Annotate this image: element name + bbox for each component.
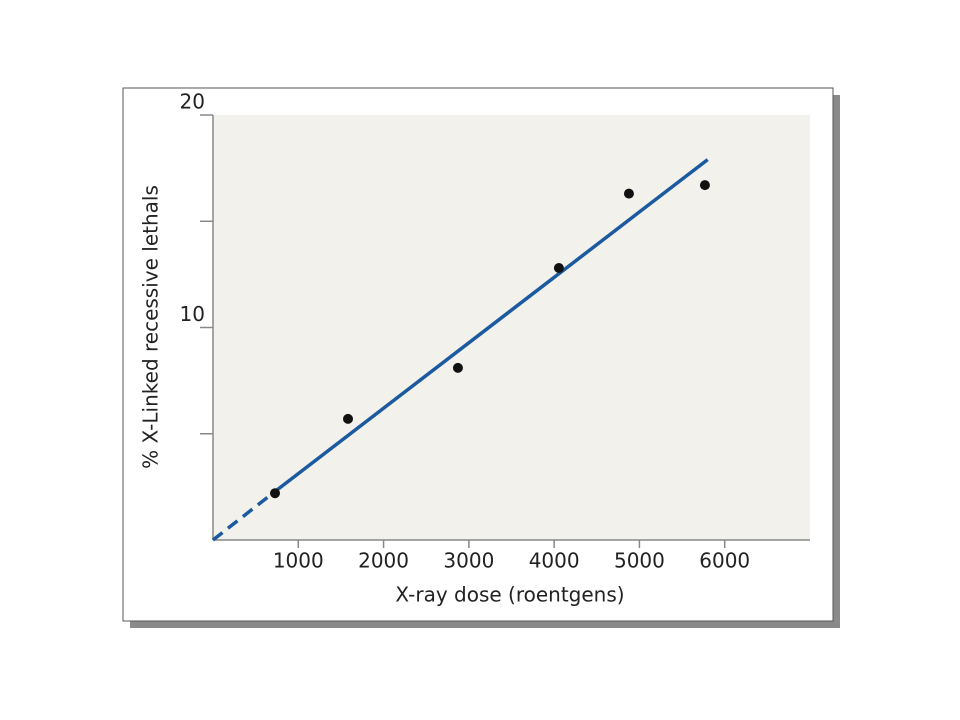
x-tick-label: 1000 bbox=[273, 549, 324, 573]
data-point bbox=[343, 413, 354, 424]
fit-line bbox=[211, 491, 274, 542]
data-point bbox=[699, 180, 710, 191]
y-tick-label: 20 bbox=[180, 90, 205, 114]
data-point bbox=[452, 362, 463, 373]
data-point bbox=[623, 188, 634, 199]
data-point bbox=[553, 263, 564, 273]
data-point bbox=[270, 488, 281, 499]
x-tick-label: 5000 bbox=[614, 549, 665, 573]
x-tick-label: 4000 bbox=[529, 549, 580, 573]
fit-line bbox=[271, 158, 709, 495]
y-tick-label: 10 bbox=[180, 302, 205, 326]
x-axis-label: X-ray dose (roentgens) bbox=[395, 583, 624, 607]
x-tick-label: 6000 bbox=[699, 549, 750, 573]
y-axis-label: % X-Linked recessive lethals bbox=[139, 185, 163, 469]
x-tick-label: 3000 bbox=[443, 549, 494, 573]
plot-area bbox=[213, 115, 810, 540]
x-tick-label: 2000 bbox=[358, 549, 409, 573]
